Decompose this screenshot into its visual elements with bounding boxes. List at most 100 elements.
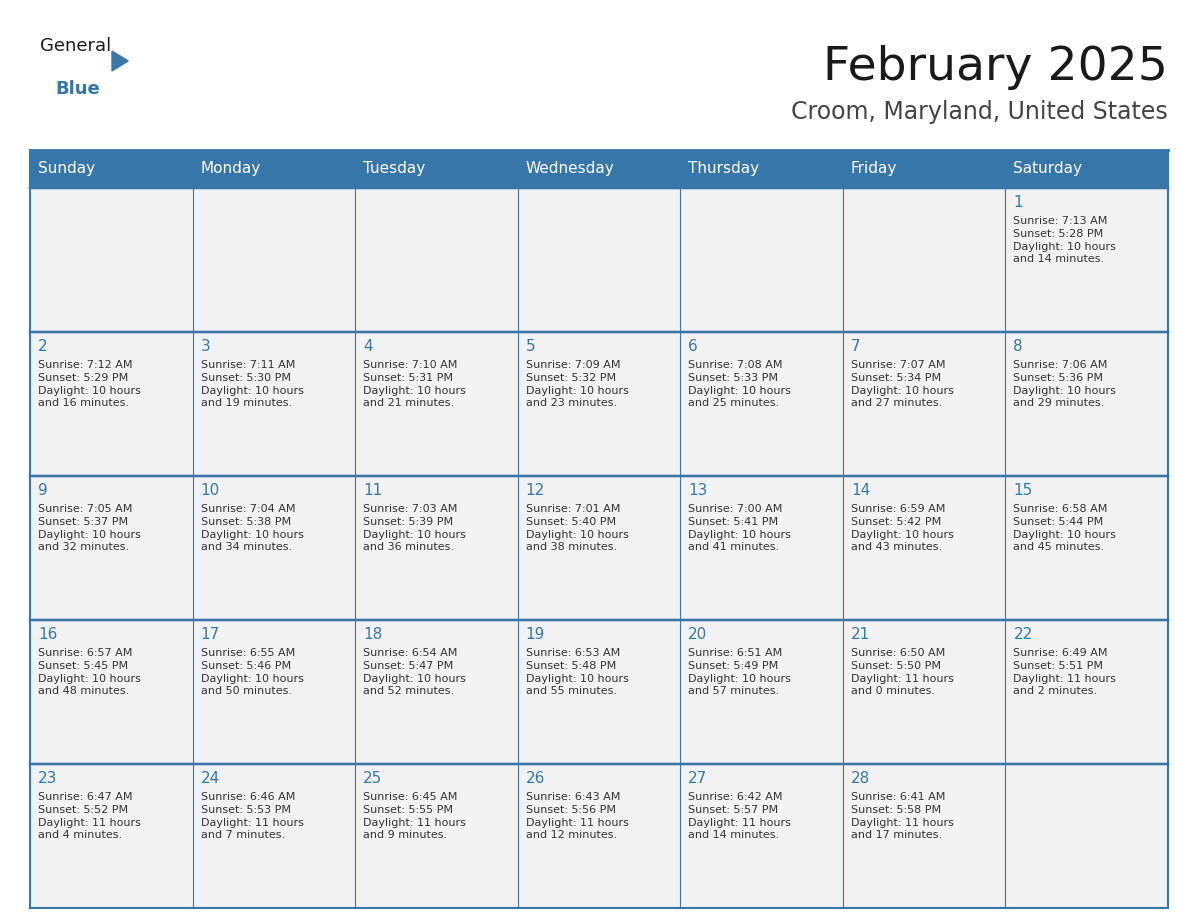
Bar — [1005, 620, 1168, 764]
Text: Monday: Monday — [201, 162, 261, 176]
Bar — [355, 332, 518, 476]
Bar — [1005, 332, 1168, 476]
Text: Sunrise: 7:05 AM
Sunset: 5:37 PM
Daylight: 10 hours
and 32 minutes.: Sunrise: 7:05 AM Sunset: 5:37 PM Dayligh… — [38, 504, 141, 553]
Bar — [681, 332, 842, 476]
Text: Tuesday: Tuesday — [364, 162, 425, 176]
Text: Friday: Friday — [851, 162, 897, 176]
Text: Thursday: Thursday — [688, 162, 759, 176]
Bar — [842, 764, 1005, 908]
Text: Sunrise: 7:03 AM
Sunset: 5:39 PM
Daylight: 10 hours
and 36 minutes.: Sunrise: 7:03 AM Sunset: 5:39 PM Dayligh… — [364, 504, 466, 553]
Text: 16: 16 — [38, 627, 57, 642]
Bar — [192, 332, 355, 476]
Text: 13: 13 — [688, 483, 708, 498]
Text: Sunrise: 6:58 AM
Sunset: 5:44 PM
Daylight: 10 hours
and 45 minutes.: Sunrise: 6:58 AM Sunset: 5:44 PM Dayligh… — [1013, 504, 1117, 553]
Text: Sunrise: 7:10 AM
Sunset: 5:31 PM
Daylight: 10 hours
and 21 minutes.: Sunrise: 7:10 AM Sunset: 5:31 PM Dayligh… — [364, 360, 466, 409]
Bar — [1005, 188, 1168, 332]
Text: Sunrise: 7:09 AM
Sunset: 5:32 PM
Daylight: 10 hours
and 23 minutes.: Sunrise: 7:09 AM Sunset: 5:32 PM Dayligh… — [526, 360, 628, 409]
Text: Sunday: Sunday — [38, 162, 95, 176]
Bar — [842, 188, 1005, 332]
Text: 8: 8 — [1013, 339, 1023, 354]
Text: Sunrise: 7:01 AM
Sunset: 5:40 PM
Daylight: 10 hours
and 38 minutes.: Sunrise: 7:01 AM Sunset: 5:40 PM Dayligh… — [526, 504, 628, 553]
Text: February 2025: February 2025 — [823, 45, 1168, 90]
Text: General: General — [40, 37, 112, 55]
Bar — [1005, 764, 1168, 908]
Bar — [192, 476, 355, 620]
Text: Sunrise: 7:04 AM
Sunset: 5:38 PM
Daylight: 10 hours
and 34 minutes.: Sunrise: 7:04 AM Sunset: 5:38 PM Dayligh… — [201, 504, 303, 553]
Bar — [681, 188, 842, 332]
Bar — [355, 620, 518, 764]
Text: Sunrise: 6:51 AM
Sunset: 5:49 PM
Daylight: 10 hours
and 57 minutes.: Sunrise: 6:51 AM Sunset: 5:49 PM Dayligh… — [688, 648, 791, 697]
Bar — [681, 764, 842, 908]
Text: Sunrise: 7:08 AM
Sunset: 5:33 PM
Daylight: 10 hours
and 25 minutes.: Sunrise: 7:08 AM Sunset: 5:33 PM Dayligh… — [688, 360, 791, 409]
Text: Sunrise: 6:45 AM
Sunset: 5:55 PM
Daylight: 11 hours
and 9 minutes.: Sunrise: 6:45 AM Sunset: 5:55 PM Dayligh… — [364, 792, 466, 840]
Polygon shape — [112, 51, 128, 71]
Bar — [192, 620, 355, 764]
Text: Sunrise: 6:47 AM
Sunset: 5:52 PM
Daylight: 11 hours
and 4 minutes.: Sunrise: 6:47 AM Sunset: 5:52 PM Dayligh… — [38, 792, 141, 840]
Text: 5: 5 — [526, 339, 536, 354]
Text: Sunrise: 7:00 AM
Sunset: 5:41 PM
Daylight: 10 hours
and 41 minutes.: Sunrise: 7:00 AM Sunset: 5:41 PM Dayligh… — [688, 504, 791, 553]
Bar — [30, 620, 192, 764]
Text: Sunrise: 6:55 AM
Sunset: 5:46 PM
Daylight: 10 hours
and 50 minutes.: Sunrise: 6:55 AM Sunset: 5:46 PM Dayligh… — [201, 648, 303, 697]
Bar — [842, 476, 1005, 620]
Text: Sunrise: 7:07 AM
Sunset: 5:34 PM
Daylight: 10 hours
and 27 minutes.: Sunrise: 7:07 AM Sunset: 5:34 PM Dayligh… — [851, 360, 954, 409]
Text: 4: 4 — [364, 339, 373, 354]
Text: 10: 10 — [201, 483, 220, 498]
Bar — [518, 332, 681, 476]
Bar — [355, 476, 518, 620]
Text: 20: 20 — [688, 627, 708, 642]
Text: 3: 3 — [201, 339, 210, 354]
Text: 22: 22 — [1013, 627, 1032, 642]
Text: 6: 6 — [688, 339, 699, 354]
Text: 11: 11 — [364, 483, 383, 498]
Text: Sunrise: 6:59 AM
Sunset: 5:42 PM
Daylight: 10 hours
and 43 minutes.: Sunrise: 6:59 AM Sunset: 5:42 PM Dayligh… — [851, 504, 954, 553]
Text: Sunrise: 6:57 AM
Sunset: 5:45 PM
Daylight: 10 hours
and 48 minutes.: Sunrise: 6:57 AM Sunset: 5:45 PM Dayligh… — [38, 648, 141, 697]
Text: 23: 23 — [38, 771, 57, 786]
Text: 7: 7 — [851, 339, 860, 354]
Bar — [842, 620, 1005, 764]
Bar — [681, 620, 842, 764]
Bar — [842, 332, 1005, 476]
Text: Sunrise: 7:13 AM
Sunset: 5:28 PM
Daylight: 10 hours
and 14 minutes.: Sunrise: 7:13 AM Sunset: 5:28 PM Dayligh… — [1013, 216, 1117, 264]
Text: 19: 19 — [526, 627, 545, 642]
Bar — [355, 188, 518, 332]
Text: Sunrise: 7:06 AM
Sunset: 5:36 PM
Daylight: 10 hours
and 29 minutes.: Sunrise: 7:06 AM Sunset: 5:36 PM Dayligh… — [1013, 360, 1117, 409]
Bar — [30, 188, 192, 332]
Text: Sunrise: 6:46 AM
Sunset: 5:53 PM
Daylight: 11 hours
and 7 minutes.: Sunrise: 6:46 AM Sunset: 5:53 PM Dayligh… — [201, 792, 303, 840]
Text: 9: 9 — [38, 483, 48, 498]
Bar — [30, 764, 192, 908]
Text: 25: 25 — [364, 771, 383, 786]
Text: Wednesday: Wednesday — [526, 162, 614, 176]
Text: Saturday: Saturday — [1013, 162, 1082, 176]
Text: 14: 14 — [851, 483, 870, 498]
Bar — [355, 764, 518, 908]
Text: 27: 27 — [688, 771, 708, 786]
Text: 17: 17 — [201, 627, 220, 642]
Bar — [518, 620, 681, 764]
Bar — [681, 476, 842, 620]
Text: 24: 24 — [201, 771, 220, 786]
Text: 12: 12 — [526, 483, 545, 498]
Text: 26: 26 — [526, 771, 545, 786]
Text: Sunrise: 6:50 AM
Sunset: 5:50 PM
Daylight: 11 hours
and 0 minutes.: Sunrise: 6:50 AM Sunset: 5:50 PM Dayligh… — [851, 648, 954, 697]
Bar — [518, 476, 681, 620]
Text: Sunrise: 7:12 AM
Sunset: 5:29 PM
Daylight: 10 hours
and 16 minutes.: Sunrise: 7:12 AM Sunset: 5:29 PM Dayligh… — [38, 360, 141, 409]
Bar — [30, 150, 1168, 188]
Bar — [518, 188, 681, 332]
Text: 18: 18 — [364, 627, 383, 642]
Text: 15: 15 — [1013, 483, 1032, 498]
Bar — [30, 476, 192, 620]
Text: 1: 1 — [1013, 195, 1023, 210]
Text: 28: 28 — [851, 771, 870, 786]
Text: Blue: Blue — [55, 80, 100, 98]
Bar — [518, 764, 681, 908]
Text: 21: 21 — [851, 627, 870, 642]
Bar — [30, 332, 192, 476]
Bar — [192, 764, 355, 908]
Text: Sunrise: 6:42 AM
Sunset: 5:57 PM
Daylight: 11 hours
and 14 minutes.: Sunrise: 6:42 AM Sunset: 5:57 PM Dayligh… — [688, 792, 791, 840]
Text: Croom, Maryland, United States: Croom, Maryland, United States — [791, 100, 1168, 124]
Text: Sunrise: 7:11 AM
Sunset: 5:30 PM
Daylight: 10 hours
and 19 minutes.: Sunrise: 7:11 AM Sunset: 5:30 PM Dayligh… — [201, 360, 303, 409]
Bar — [1005, 476, 1168, 620]
Text: Sunrise: 6:49 AM
Sunset: 5:51 PM
Daylight: 11 hours
and 2 minutes.: Sunrise: 6:49 AM Sunset: 5:51 PM Dayligh… — [1013, 648, 1117, 697]
Text: Sunrise: 6:54 AM
Sunset: 5:47 PM
Daylight: 10 hours
and 52 minutes.: Sunrise: 6:54 AM Sunset: 5:47 PM Dayligh… — [364, 648, 466, 697]
Text: Sunrise: 6:53 AM
Sunset: 5:48 PM
Daylight: 10 hours
and 55 minutes.: Sunrise: 6:53 AM Sunset: 5:48 PM Dayligh… — [526, 648, 628, 697]
